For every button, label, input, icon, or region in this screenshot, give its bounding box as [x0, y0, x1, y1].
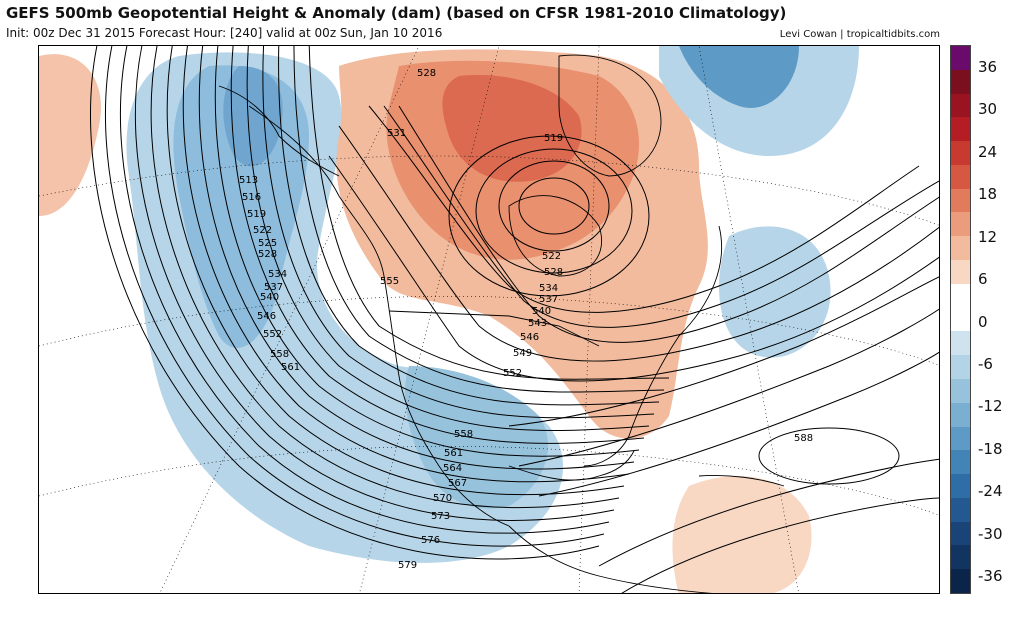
- alaska-coast: [218, 85, 340, 177]
- colorbar-tick-label: 24: [978, 142, 998, 161]
- canada-core-positive: [442, 75, 582, 182]
- colorbar-swatch: [951, 402, 970, 428]
- hudson-bay: [508, 195, 603, 277]
- contour-label: 549: [513, 348, 532, 359]
- colorbar-tick-label: 30: [978, 100, 998, 119]
- colorbar-tick-label: -18: [978, 439, 1003, 458]
- west-coast-north-america: [248, 105, 510, 527]
- east-coast: [583, 225, 723, 467]
- colorbar-swatch: [951, 93, 970, 118]
- cuba: [698, 475, 785, 487]
- mexico-coast: [508, 525, 713, 593]
- west-edge-negative: [39, 54, 101, 216]
- colorbar-swatch: [951, 260, 970, 285]
- contour-label: 558: [270, 349, 289, 360]
- contour-label: 546: [257, 311, 276, 322]
- coastlines: [218, 54, 785, 593]
- contour-label: 564: [443, 463, 462, 474]
- anomaly-shading: [39, 46, 859, 593]
- gulf-coast: [508, 450, 635, 481]
- chart-title: GEFS 500mb Geopotential Height & Anomaly…: [6, 4, 787, 22]
- contour-label: 555: [380, 276, 399, 287]
- contour-label: 513: [239, 175, 258, 186]
- colorbar-swatch: [951, 307, 970, 332]
- contour-labels: 528 531 519 513 516 519 522 525 528 534 …: [239, 68, 813, 571]
- colorbar-swatch: [951, 212, 970, 237]
- contour-label: 525: [258, 238, 277, 249]
- map-svg: 528 531 519 513 516 519 522 525 528 534 …: [39, 46, 939, 593]
- colorbar-tick-label: 6: [978, 270, 988, 289]
- contour-label: 558: [454, 429, 473, 440]
- colorbar-swatch: [951, 450, 970, 475]
- contour-label: 540: [532, 306, 551, 317]
- colorbar-tick-label: -36: [978, 567, 1003, 585]
- colorbar-swatch: [951, 188, 970, 213]
- contour-label: 543: [528, 318, 547, 329]
- greenland: [558, 54, 662, 177]
- colorbar-tick-label: 18: [978, 185, 998, 204]
- colorbar-swatch: [951, 497, 970, 523]
- colorbar-tick-label: -6: [978, 354, 993, 373]
- contour-label: 576: [421, 535, 440, 546]
- contour-label: 534: [268, 269, 287, 280]
- contour-label: 528: [544, 267, 563, 278]
- colorbar-swatch: [951, 164, 970, 190]
- contour-label: 546: [520, 332, 539, 343]
- colorbar-swatch: [951, 521, 970, 546]
- colorbar-swatch: [951, 283, 970, 309]
- contour-label: 522: [253, 225, 272, 236]
- colorbar-tick-label: -12: [978, 397, 1003, 416]
- us-canada-border: [388, 310, 600, 347]
- colorbar-swatch: [951, 69, 970, 95]
- contour-label: 519: [247, 209, 266, 220]
- colorbar-swatch: [951, 569, 970, 594]
- colorbar-swatch: [951, 331, 970, 356]
- caribbean-positive-anomaly: [672, 476, 812, 593]
- colorbar-swatch: [951, 378, 970, 404]
- contour-label: 552: [263, 329, 282, 340]
- colorbar-swatch: [951, 545, 970, 570]
- colorbar-tick-label: 36: [978, 58, 998, 76]
- contour-label: 537: [264, 282, 283, 293]
- colorbar-swatch: [951, 355, 970, 380]
- credit-text: Levi Cowan | tropicaltidbits.com: [779, 29, 940, 40]
- colorbar-swatch: [951, 426, 970, 451]
- contour-label: 573: [431, 511, 450, 522]
- contour-label: 561: [444, 448, 463, 459]
- lat-lon-grid: [39, 46, 939, 593]
- contour-label: 534: [539, 283, 558, 294]
- contour-label: 552: [503, 368, 522, 379]
- colorbar-swatch: [951, 236, 970, 261]
- contour-label: 522: [542, 251, 561, 262]
- contour-label: 537: [539, 294, 558, 305]
- contour-label: 528: [258, 249, 277, 260]
- anomaly-colorbar: [950, 45, 971, 594]
- contour-label: 579: [398, 560, 417, 571]
- colorbar-tick-label: -24: [978, 482, 1003, 501]
- colorbar-swatch: [951, 141, 970, 166]
- contour-label: 540: [260, 292, 279, 303]
- contour-label: 531: [387, 128, 406, 139]
- colorbar-tick-label: -30: [978, 524, 1003, 543]
- colorbar-swatch: [951, 46, 970, 71]
- height-contours: [90, 46, 939, 593]
- atlantic-north-strong-negative: [679, 46, 799, 108]
- contour-label: 567: [448, 478, 467, 489]
- contour-label: 588: [794, 433, 813, 444]
- colorbar-tick-label: 0: [978, 312, 988, 331]
- contour-label: 516: [242, 192, 261, 203]
- colorbar-swatch: [951, 474, 970, 499]
- colorbar-swatch: [951, 117, 970, 142]
- chart-subtitle: Init: 00z Dec 31 2015 Forecast Hour: [24…: [6, 26, 443, 40]
- contour-label: 570: [433, 493, 452, 504]
- pacific-core-negative: [223, 66, 283, 167]
- contour-label: 561: [281, 362, 300, 373]
- atlantic-mid-negative: [719, 226, 831, 358]
- colorbar-tick-label: 12: [978, 227, 998, 246]
- map-panel: 528 531 519 513 516 519 522 525 528 534 …: [38, 45, 940, 594]
- contour-label: 519: [544, 133, 563, 144]
- contour-label: 528: [417, 68, 436, 79]
